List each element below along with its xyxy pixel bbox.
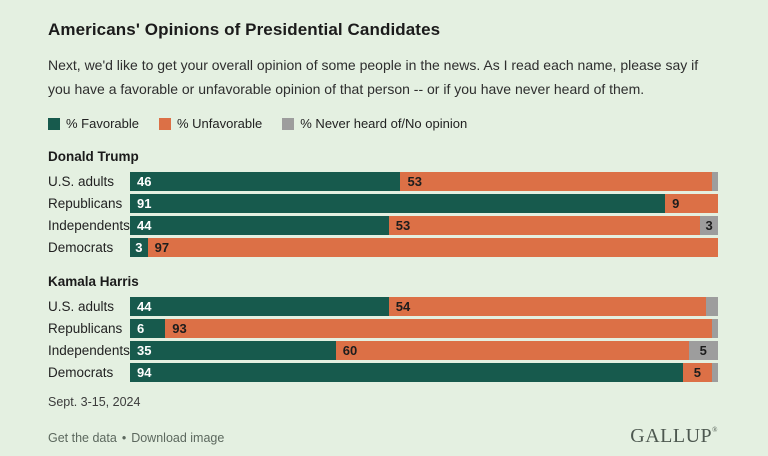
bar-segment-favorable: 46 (130, 172, 401, 191)
bar-value-label: 6 (137, 321, 145, 336)
chart-subtitle: Next, we'd like to get your overall opin… (48, 57, 699, 97)
category-label: Democrats (48, 365, 114, 380)
bar-segment-favorable: 35 (130, 341, 336, 360)
bar-segment-unfavorable: 60 (335, 341, 689, 360)
legend-item-never_heard: % Never heard of/No opinion (282, 116, 467, 131)
get-the-data-link[interactable]: Get the data (48, 431, 117, 445)
bar-segment-never_heard: 5 (688, 341, 718, 360)
bar-track: 3 97 (130, 238, 718, 257)
footer: Get the data • Download image GALLUP® (48, 425, 718, 448)
candidate-section: Kamala Harris U.S. adults 44 54 Republicans 6… (48, 274, 718, 382)
category-label: Republicans (48, 321, 123, 336)
link-separator: • (121, 431, 127, 445)
bar-value-label: 44 (137, 218, 152, 233)
bar-value-label: 3 (705, 218, 713, 233)
candidate-name: Donald Trump (48, 149, 139, 164)
bar-segment-unfavorable: 93 (165, 319, 713, 338)
category-label: U.S. adults (48, 299, 115, 314)
bar-track: 35 60 5 (130, 341, 718, 360)
table-row: Independents 35 60 5 (48, 341, 718, 360)
bar-value-label: 60 (342, 343, 358, 358)
bar-value-label: 53 (407, 174, 422, 189)
bar-segment-never_heard: 3 (700, 216, 718, 235)
survey-date: Sept. 3-15, 2024 (48, 395, 141, 409)
legend-swatch-favorable (48, 117, 60, 130)
registered-mark: ® (712, 426, 718, 434)
candidate-name: Kamala Harris (48, 274, 139, 289)
table-row: Independents 44 53 3 (48, 216, 718, 235)
bar-value-label: 94 (137, 365, 152, 380)
page-title: Americans' Opinions of Presidential Cand… (48, 20, 441, 39)
bar-value-label: 91 (137, 196, 152, 211)
bar-segment-favorable: 3 (130, 238, 148, 257)
bar-track: 46 53 (130, 172, 718, 191)
bar-segment-unfavorable: 97 (147, 238, 718, 257)
category-label: Republicans (48, 196, 123, 211)
legend-swatch-never_heard (282, 117, 295, 130)
bar-segment-unfavorable: 54 (388, 297, 707, 316)
footer-links: Get the data • Download image (48, 431, 224, 445)
bar-segment-favorable: 94 (130, 363, 683, 382)
table-row: Republicans 6 93 (48, 319, 718, 338)
bar-value-label: 93 (172, 321, 187, 336)
table-row: U.S. adults 44 54 (48, 297, 718, 316)
table-row: Democrats 3 97 (48, 238, 718, 257)
legend: % Favorable % Unfavorable % Never heard of… (48, 116, 718, 131)
legend-item-unfavorable: % Unfavorable (158, 116, 263, 131)
bar-segment-favorable: 6 (130, 319, 166, 338)
bar-segment-favorable: 44 (130, 216, 389, 235)
bar-segment-never_heard (712, 363, 718, 382)
legend-item-favorable: % Favorable (48, 116, 139, 131)
bar-value-label: 5 (699, 343, 707, 358)
category-label: Independents (48, 218, 130, 233)
category-label: U.S. adults (48, 174, 115, 189)
legend-label: % Favorable (66, 116, 139, 131)
bar-value-label: 53 (395, 218, 411, 233)
bar-value-label: 46 (137, 174, 152, 189)
bar-segment-unfavorable: 5 (682, 363, 713, 382)
bar-value-label: 44 (137, 299, 152, 314)
bar-segment-unfavorable: 9 (665, 194, 718, 213)
legend-swatch-unfavorable (158, 117, 171, 130)
bar-segment-never_heard (712, 319, 718, 338)
bar-segment-never_heard (706, 297, 718, 316)
category-label: Independents (48, 343, 130, 358)
download-image-link[interactable]: Download image (131, 431, 225, 445)
bar-segment-unfavorable: 53 (388, 216, 701, 235)
category-label: Democrats (48, 240, 114, 255)
bar-track: 44 53 3 (130, 216, 718, 235)
table-row: Republicans 91 9 (48, 194, 718, 213)
bar-track: 94 5 (130, 363, 718, 382)
candidate-section: Donald Trump U.S. adults 46 53 Republicans 91… (48, 149, 718, 257)
bar-segment-favorable: 44 (130, 297, 389, 316)
gallup-wordmark: GALLUP (630, 425, 713, 447)
legend-label: % Unfavorable (176, 116, 263, 131)
bar-track: 91 9 (130, 194, 718, 213)
bar-track: 44 54 (130, 297, 718, 316)
legend-label: % Never heard of/No opinion (300, 116, 468, 131)
table-row: U.S. adults 46 53 (48, 172, 718, 191)
bar-track: 6 93 (130, 319, 718, 338)
bar-value-label: 54 (395, 299, 411, 314)
bar-value-label: 9 (672, 196, 680, 211)
chart-body: Donald Trump U.S. adults 46 53 Republicans 91… (48, 149, 718, 382)
bar-segment-never_heard (712, 172, 718, 191)
gallup-logo: GALLUP® (630, 425, 718, 448)
bar-value-label: 5 (693, 365, 702, 380)
bar-segment-favorable: 91 (130, 194, 666, 213)
bar-segment-unfavorable: 53 (400, 172, 713, 191)
bar-value-label: 3 (135, 240, 143, 255)
bar-value-label: 35 (137, 343, 152, 358)
table-row: Democrats 94 5 (48, 363, 718, 382)
bar-value-label: 97 (154, 240, 170, 255)
